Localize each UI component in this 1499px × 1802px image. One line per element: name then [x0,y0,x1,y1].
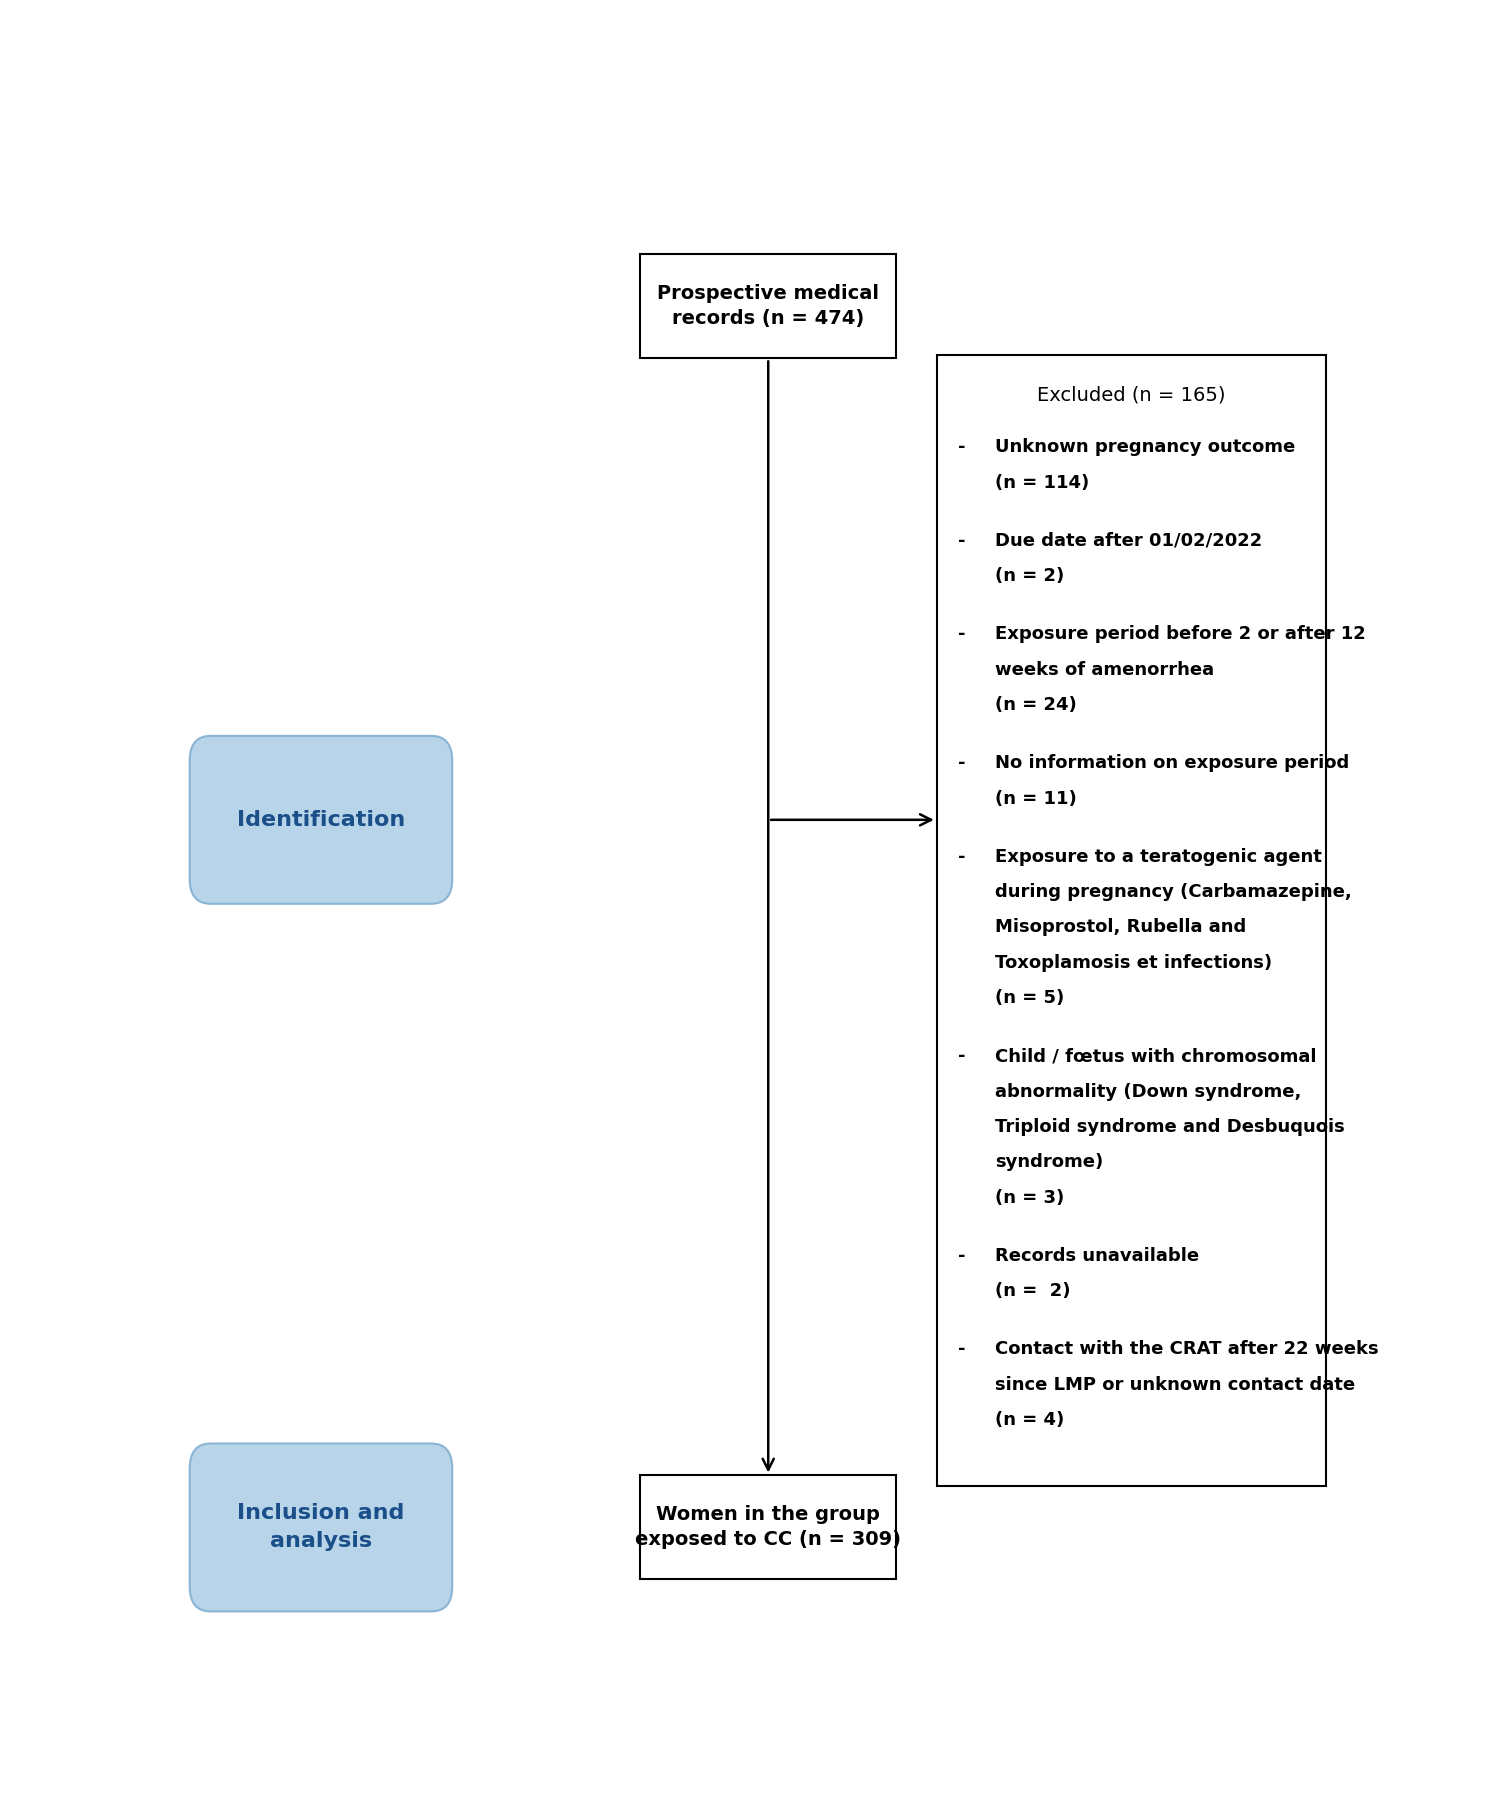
Text: Toxoplamosis et infections): Toxoplamosis et infections) [995,953,1271,971]
Text: -: - [958,438,965,456]
Text: Contact with the CRAT after 22 weeks: Contact with the CRAT after 22 weeks [995,1341,1379,1359]
FancyBboxPatch shape [640,254,896,359]
Text: (n = 114): (n = 114) [995,474,1090,492]
Text: (n = 24): (n = 24) [995,696,1076,714]
Text: (n = 5): (n = 5) [995,989,1064,1007]
Text: Exposure to a teratogenic agent: Exposure to a teratogenic agent [995,847,1322,865]
Text: (n =  2): (n = 2) [995,1281,1070,1299]
Text: abnormality (Down syndrome,: abnormality (Down syndrome, [995,1083,1301,1101]
Text: weeks of amenorrhea: weeks of amenorrhea [995,661,1214,679]
Text: No information on exposure period: No information on exposure period [995,755,1349,773]
FancyBboxPatch shape [190,735,453,905]
Text: Identification: Identification [237,809,405,829]
Text: -: - [958,1047,965,1065]
Text: Due date after 01/02/2022: Due date after 01/02/2022 [995,532,1262,550]
Text: Prospective medical
records (n = 474): Prospective medical records (n = 474) [657,285,880,328]
Text: -: - [958,755,965,773]
Text: (n = 3): (n = 3) [995,1189,1064,1207]
Text: (n = 11): (n = 11) [995,789,1076,807]
Text: Records unavailable: Records unavailable [995,1247,1199,1265]
Text: -: - [958,1247,965,1265]
Text: Unknown pregnancy outcome: Unknown pregnancy outcome [995,438,1295,456]
Text: since LMP or unknown contact date: since LMP or unknown contact date [995,1375,1355,1393]
Text: Child / fœtus with chromosomal: Child / fœtus with chromosomal [995,1047,1316,1065]
Text: Inclusion and
analysis: Inclusion and analysis [237,1503,405,1552]
Text: Excluded (n = 165): Excluded (n = 165) [1037,386,1226,404]
Text: -: - [958,847,965,865]
Text: -: - [958,532,965,550]
FancyBboxPatch shape [640,1476,896,1580]
Text: -: - [958,625,965,643]
Text: during pregnancy (Carbamazepine,: during pregnancy (Carbamazepine, [995,883,1352,901]
FancyBboxPatch shape [190,1443,453,1611]
Text: Exposure period before 2 or after 12: Exposure period before 2 or after 12 [995,625,1366,643]
Text: Misoprostol, Rubella and: Misoprostol, Rubella and [995,919,1246,937]
Text: (n = 4): (n = 4) [995,1411,1064,1429]
FancyBboxPatch shape [937,355,1325,1487]
Text: Women in the group
exposed to CC (n = 309): Women in the group exposed to CC (n = 30… [636,1505,901,1550]
Text: (n = 2): (n = 2) [995,568,1064,586]
Text: Triploid syndrome and Desbuquois: Triploid syndrome and Desbuquois [995,1117,1345,1135]
Text: -: - [958,1341,965,1359]
Text: syndrome): syndrome) [995,1153,1103,1171]
